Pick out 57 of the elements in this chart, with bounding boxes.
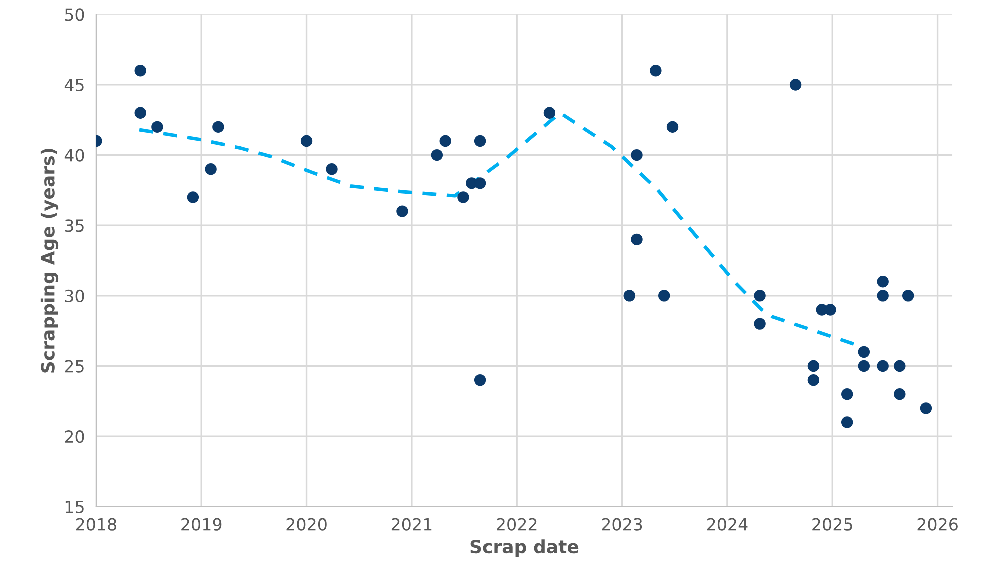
point: [134, 65, 146, 77]
point: [858, 346, 870, 358]
point: [877, 290, 889, 302]
y-tick-label: 20: [65, 430, 84, 444]
point: [877, 360, 889, 372]
x-tick-label: 2020: [286, 518, 327, 531]
point: [894, 360, 906, 372]
point: [212, 121, 224, 134]
point: [808, 360, 820, 372]
point: [300, 135, 313, 148]
point: [902, 290, 914, 302]
point: [396, 206, 408, 218]
point: [658, 290, 670, 302]
point: [920, 402, 932, 414]
point: [754, 318, 766, 330]
y-tick-label: 30: [65, 290, 84, 302]
y-axis-title: Scrapping Age (years): [40, 148, 59, 373]
point: [458, 192, 470, 204]
point: [894, 388, 906, 400]
point: [474, 374, 486, 386]
x-tick-label: 2021: [392, 518, 432, 531]
point: [650, 65, 662, 77]
point: [808, 374, 820, 386]
point: [824, 304, 836, 316]
point: [440, 135, 452, 148]
point: [326, 164, 338, 176]
point: [152, 121, 164, 134]
x-tick-label: 2022: [497, 518, 537, 531]
y-tick-label: 35: [65, 220, 84, 232]
y-tick-label: 50: [65, 8, 84, 22]
point: [631, 149, 643, 162]
point: [624, 290, 636, 302]
point: [544, 107, 556, 119]
x-tick-label: 2026: [918, 518, 958, 531]
point: [474, 135, 486, 148]
point: [790, 79, 802, 91]
point: [842, 388, 854, 400]
point: [877, 276, 889, 288]
point: [431, 149, 444, 162]
y-tick-label: 25: [65, 360, 84, 373]
x-tick-label: 2025: [812, 518, 852, 531]
x-tick-label: 2024: [707, 518, 748, 531]
x-tick-label: 2023: [602, 518, 642, 531]
point: [666, 121, 679, 134]
x-tick-label: 2018: [76, 518, 116, 531]
y-tick-label: 45: [64, 79, 84, 92]
point: [858, 360, 870, 372]
y-tick-label: 40: [64, 149, 84, 162]
x-tick-label: 2019: [182, 518, 222, 531]
y-tick-label: 15: [66, 501, 84, 514]
point: [842, 416, 854, 428]
point: [187, 192, 200, 204]
x-axis-title: Scrap date: [470, 540, 579, 558]
point: [631, 234, 643, 246]
point: [205, 164, 217, 176]
point: [754, 290, 766, 302]
point: [134, 107, 146, 119]
